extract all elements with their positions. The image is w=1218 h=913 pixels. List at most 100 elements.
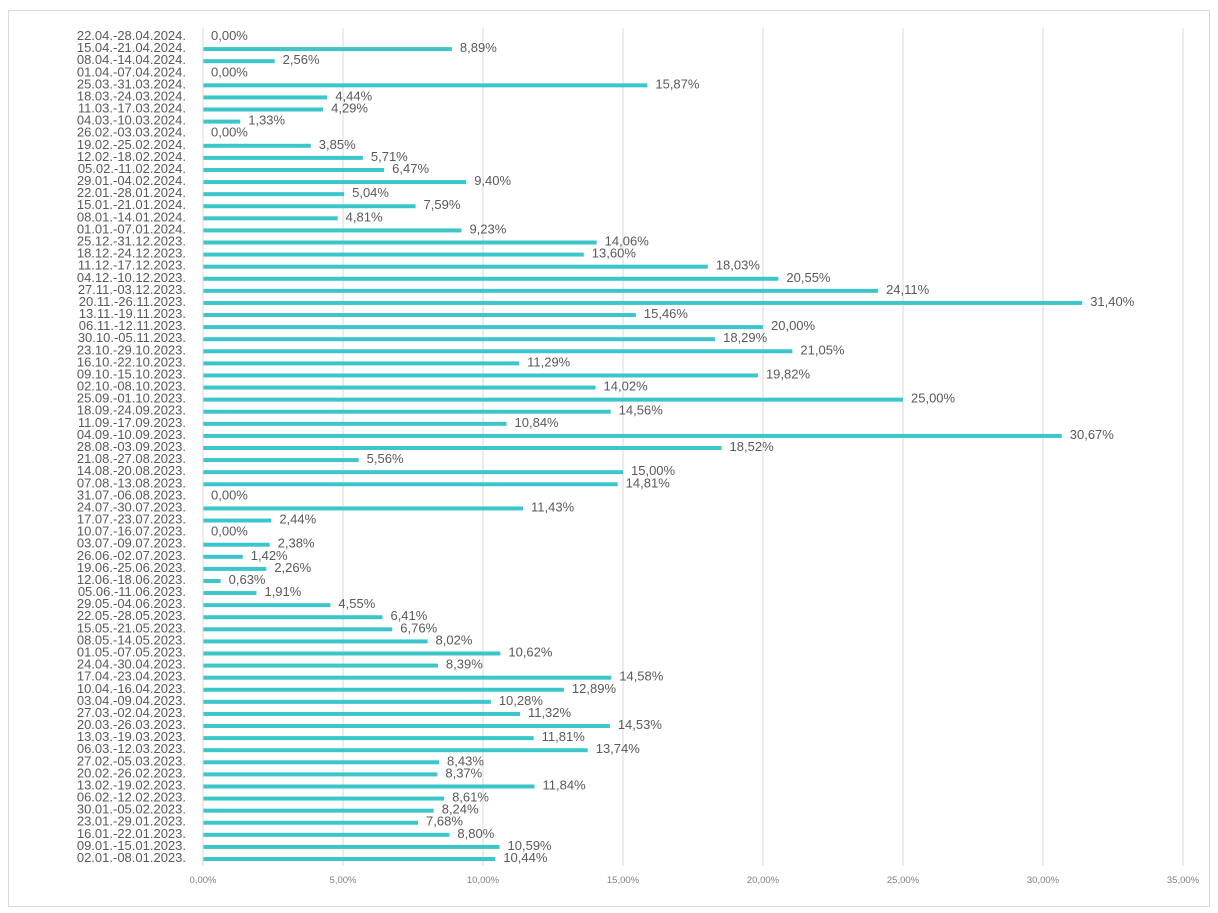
bar	[203, 627, 393, 632]
bar	[203, 772, 438, 777]
bar	[203, 397, 903, 402]
data-label: 7,59%	[424, 197, 461, 212]
bar	[203, 83, 648, 88]
data-label: 4,29%	[331, 101, 368, 116]
category-label: 11.03.-17.03.2024.	[78, 101, 186, 116]
data-label: 10,44%	[503, 850, 548, 865]
bar	[203, 482, 618, 487]
category-label: 16.10.-22.10.2023.	[77, 354, 186, 369]
data-label: 3,85%	[319, 137, 356, 152]
category-label: 13.03.-19.03.2023.	[77, 729, 186, 744]
bar	[203, 578, 221, 583]
data-label: 10,28%	[499, 693, 544, 708]
data-label: 8,89%	[460, 40, 497, 55]
data-label: 8,61%	[452, 790, 489, 805]
data-label: 30,67%	[1070, 427, 1115, 442]
bar	[203, 95, 328, 100]
bar	[203, 107, 324, 112]
data-label: 12,89%	[572, 681, 617, 696]
category-label: 13.11.-19.11.2023.	[79, 306, 186, 321]
data-label: 5,71%	[371, 149, 408, 164]
category-label: 21.08.-27.08.2023.	[77, 451, 186, 466]
data-label: 10,59%	[508, 838, 553, 853]
category-label: 30.01.-05.02.2023.	[77, 802, 186, 817]
category-label: 25.03.-31.03.2024.	[77, 76, 186, 91]
data-label: 6,41%	[390, 608, 427, 623]
bar	[203, 844, 500, 849]
bar	[203, 639, 428, 644]
bar	[203, 760, 440, 765]
category-label: 25.09.-01.10.2023.	[77, 391, 186, 406]
category-label: 22.04.-28.04.2024.	[77, 28, 186, 43]
category-label: 26.02.-03.03.2024.	[77, 125, 186, 140]
category-label: 30.10.-05.11.2023.	[78, 330, 186, 345]
data-label: 1,33%	[248, 113, 285, 128]
bar	[203, 59, 275, 64]
data-label: 14,56%	[619, 403, 664, 418]
category-label: 04.12.-10.12.2023.	[77, 270, 186, 285]
data-label: 14,58%	[619, 669, 664, 684]
category-label: 15.04.-21.04.2024.	[77, 40, 186, 55]
bar	[203, 748, 588, 753]
bar	[203, 603, 331, 608]
data-label: 8,43%	[447, 753, 484, 768]
data-label: 4,44%	[335, 88, 372, 103]
bar	[203, 675, 612, 680]
data-label: 0,00%	[211, 524, 248, 539]
category-label: 17.07.-23.07.2023.	[77, 512, 186, 527]
data-label: 11,43%	[531, 499, 575, 514]
category-label: 04.03.-10.03.2024.	[77, 113, 186, 128]
bar	[203, 724, 610, 729]
category-label: 01.01.-07.01.2024.	[77, 221, 186, 236]
data-label: 2,38%	[278, 536, 315, 551]
data-label: 14,06%	[605, 234, 650, 249]
category-label: 05.06.-11.06.2023.	[78, 584, 186, 599]
category-label: 23.10.-29.10.2023.	[77, 342, 186, 357]
data-label: 11,81%	[542, 729, 586, 744]
category-label: 24.07.-30.07.2023.	[77, 499, 186, 514]
bar	[203, 421, 507, 426]
category-label: 13.02.-19.02.2023.	[77, 777, 186, 792]
category-label: 27.02.-05.03.2023.	[77, 753, 186, 768]
category-label: 11.12.-17.12.2023.	[78, 258, 186, 273]
category-label: 06.11.-12.11.2023.	[79, 318, 186, 333]
data-label: 11,32%	[528, 705, 572, 720]
data-label: 18,29%	[723, 330, 768, 345]
category-label: 23.01.-29.01.2023.	[77, 814, 186, 829]
category-label: 08.05.-14.05.2023.	[77, 632, 186, 647]
bar	[203, 542, 270, 547]
bar	[203, 699, 491, 704]
category-label: 17.04.-23.04.2023.	[77, 669, 186, 684]
x-tick-label: 30,00%	[1027, 875, 1060, 886]
bar	[203, 361, 520, 366]
bar	[203, 276, 779, 281]
data-label: 8,39%	[446, 657, 483, 672]
category-label: 07.08.-13.08.2023.	[77, 475, 186, 490]
bar	[203, 591, 257, 596]
data-label: 9,23%	[469, 221, 506, 236]
bar	[203, 566, 267, 571]
data-label: 31,40%	[1090, 294, 1135, 309]
bar	[203, 506, 524, 511]
category-label: 29.05.-04.06.2023.	[77, 596, 186, 611]
data-label: 8,24%	[442, 802, 479, 817]
data-label: 18,52%	[730, 439, 775, 454]
bar	[203, 155, 363, 160]
category-label: 22.01.-28.01.2024.	[77, 185, 186, 200]
category-label: 20.11.-26.11.2023.	[79, 294, 186, 309]
bar	[203, 554, 243, 559]
category-label: 10.07.-16.07.2023.	[77, 524, 186, 539]
data-label: 2,26%	[274, 560, 311, 575]
category-label: 27.11.-03.12.2023.	[78, 282, 186, 297]
category-label: 16.01.-22.01.2023.	[77, 826, 186, 841]
bar	[203, 313, 636, 318]
category-label: 24.04.-30.04.2023.	[77, 657, 186, 672]
category-label: 11.09.-17.09.2023.	[78, 415, 186, 430]
bar	[203, 820, 419, 825]
category-label: 12.06.-18.06.2023.	[77, 572, 186, 587]
category-label: 18.12.-24.12.2023.	[77, 246, 186, 261]
data-label: 14,02%	[604, 379, 649, 394]
bar	[203, 240, 597, 245]
data-label: 4,55%	[338, 596, 375, 611]
